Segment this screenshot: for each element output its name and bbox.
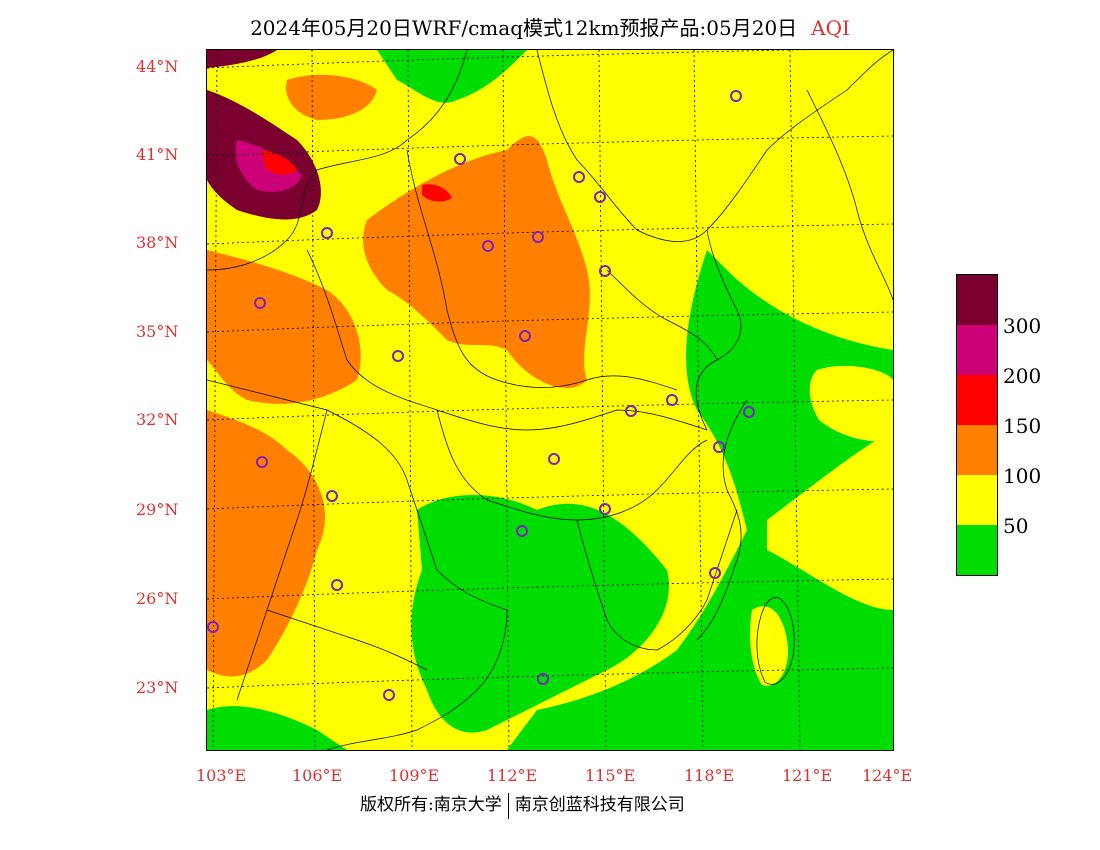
legend-label-100: 100 xyxy=(1003,464,1042,488)
orange-zone-west xyxy=(207,250,361,404)
lat-label-41n: 41°N xyxy=(136,145,179,164)
orange-zone-southwest xyxy=(207,410,326,677)
lon-label-109e: 109°E xyxy=(389,766,440,785)
legend-label-150: 150 xyxy=(1003,414,1042,438)
yellow-zone-eastsea xyxy=(809,365,893,442)
city-marker xyxy=(331,579,343,591)
city-marker xyxy=(713,441,725,453)
aqi-legend-bar xyxy=(956,274,998,576)
red-zone-north xyxy=(422,184,452,202)
city-marker xyxy=(666,394,678,406)
legend-swatch-green xyxy=(957,525,997,575)
city-marker xyxy=(326,490,338,502)
legend-label-300: 300 xyxy=(1003,314,1042,338)
city-marker xyxy=(599,265,611,277)
title-text: 2024年05月20日WRF/cmaq模式12km预报产品:05月20日 xyxy=(250,16,798,40)
city-marker xyxy=(594,191,606,203)
map-title: 2024年05月20日WRF/cmaq模式12km预报产品:05月20日 AQI xyxy=(0,12,1100,41)
orange-zone-north xyxy=(363,136,590,389)
city-marker xyxy=(519,330,531,342)
footer-separator xyxy=(507,792,509,819)
legend-swatch-maroon xyxy=(957,275,997,325)
city-marker xyxy=(392,350,404,362)
lon-label-124e: 124°E xyxy=(862,766,913,785)
city-marker xyxy=(743,406,755,418)
lat-label-44n: 44°N xyxy=(136,57,179,76)
legend-label-50: 50 xyxy=(1003,514,1029,538)
footer-left: 版权所有:南京大学 xyxy=(360,795,502,815)
lat-label-32n: 32°N xyxy=(136,410,179,429)
legend-swatch-magenta xyxy=(957,325,997,375)
red-zone-northwest xyxy=(262,150,297,175)
legend-swatch-yellow xyxy=(957,475,997,525)
lat-label-26n: 26°N xyxy=(136,589,179,608)
lat-label-38n: 38°N xyxy=(136,233,179,252)
city-marker xyxy=(254,297,266,309)
city-marker xyxy=(730,90,742,102)
lat-label-29n: 29°N xyxy=(136,500,179,519)
copyright-footer: 版权所有:南京大学 南京创蓝科技有限公司 xyxy=(360,790,685,819)
green-zone-south xyxy=(411,495,669,733)
orange-zone-northtop xyxy=(286,74,377,120)
maroon-zone-top xyxy=(207,50,277,68)
yellow-zone-strait xyxy=(767,520,893,610)
aqi-map xyxy=(206,49,894,751)
lat-label-35n: 35°N xyxy=(136,322,179,341)
city-marker xyxy=(482,240,494,252)
lon-label-115e: 115°E xyxy=(585,766,636,785)
lon-label-118e: 118°E xyxy=(684,766,735,785)
city-marker xyxy=(256,456,268,468)
green-zone-sea xyxy=(507,250,893,750)
lon-label-112e: 112°E xyxy=(487,766,538,785)
city-marker xyxy=(599,503,611,515)
city-marker xyxy=(709,567,721,579)
lat-label-23n: 23°N xyxy=(136,678,179,697)
legend-swatch-red xyxy=(957,375,997,425)
lon-label-103e: 103°E xyxy=(196,766,247,785)
lon-label-106e: 106°E xyxy=(292,766,343,785)
city-marker xyxy=(207,621,219,633)
lon-label-121e: 121°E xyxy=(782,766,833,785)
city-marker xyxy=(537,673,549,685)
city-marker xyxy=(625,405,637,417)
legend-swatch-orange xyxy=(957,425,997,475)
green-zone-southwest xyxy=(207,706,347,750)
title-variable: AQI xyxy=(811,16,850,40)
city-marker xyxy=(573,171,585,183)
city-marker xyxy=(516,525,528,537)
green-zone-north xyxy=(377,50,527,103)
city-marker xyxy=(532,231,544,243)
legend-label-200: 200 xyxy=(1003,364,1042,388)
city-marker xyxy=(383,689,395,701)
city-marker xyxy=(321,227,333,239)
city-marker xyxy=(454,153,466,165)
city-marker xyxy=(548,453,560,465)
footer-right: 南京创蓝科技有限公司 xyxy=(514,795,685,815)
